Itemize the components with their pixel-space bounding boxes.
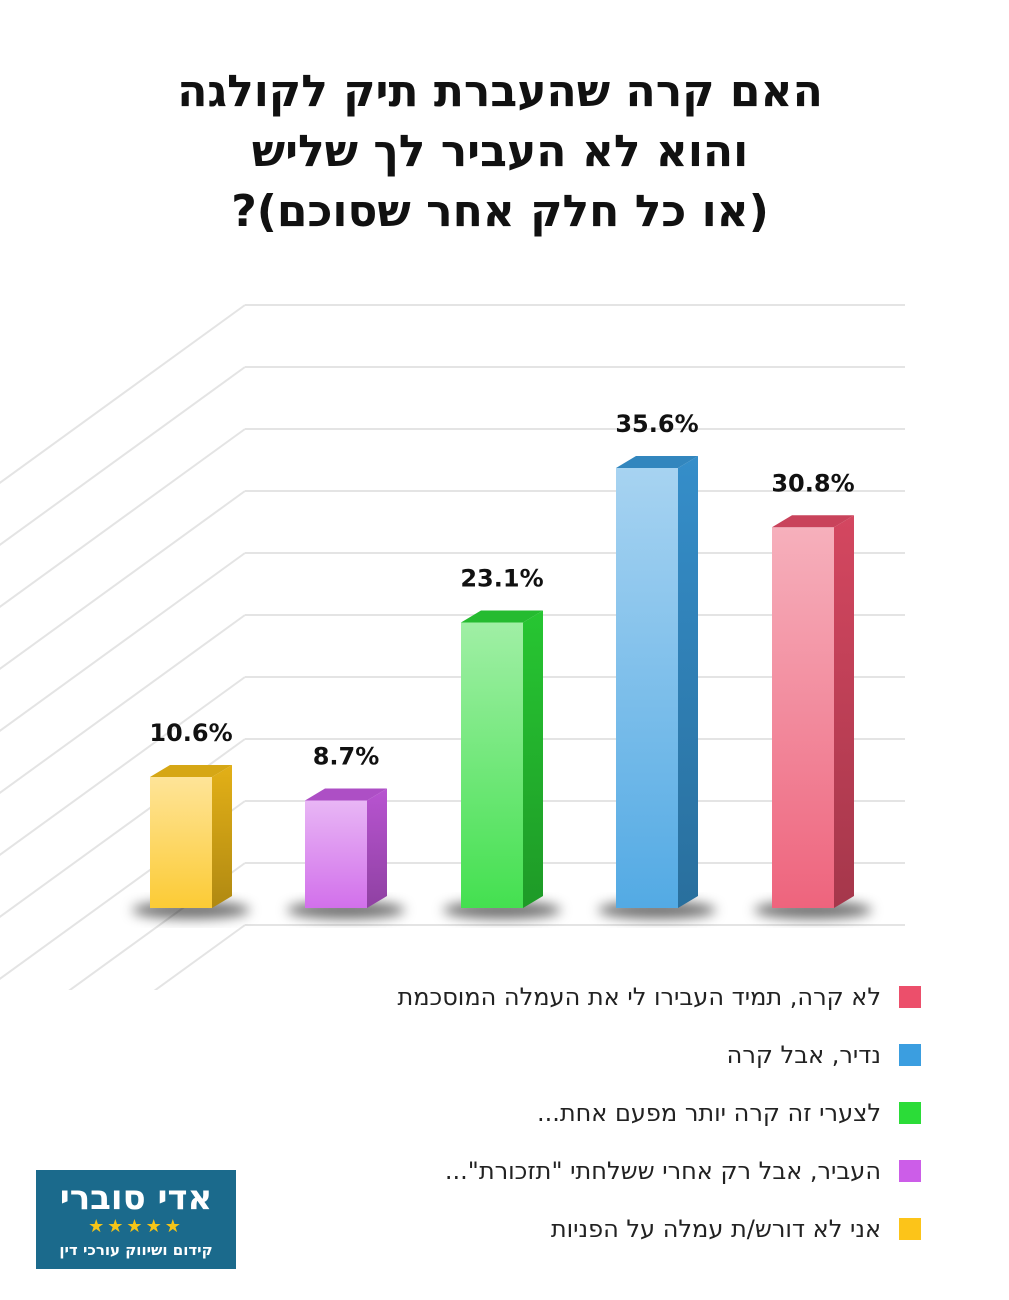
bar-top bbox=[772, 515, 854, 528]
bar-top bbox=[305, 788, 387, 801]
bar-front bbox=[616, 467, 678, 908]
legend-swatch bbox=[899, 1044, 921, 1066]
legend-item: לא קרה, תמיד העבירו לי את העמלה המוסכמת bbox=[321, 982, 921, 1012]
bar-top bbox=[616, 455, 698, 468]
chart-value-labels: 10.6% 8.7% 23.1% 35.6% 30.8% bbox=[149, 410, 854, 770]
title-line-2: והוא לא העביר לך שליש bbox=[251, 126, 749, 177]
logo-name: אדי סוברי bbox=[59, 1178, 213, 1218]
bar-front bbox=[461, 622, 523, 908]
legend-item: אני לא דורש/ת עמלה על הפניות bbox=[321, 1214, 921, 1244]
bar-chart: 10.6% 8.7% 23.1% 35.6% 30.8% bbox=[0, 304, 905, 990]
legend-label: לצערי זה קרה יותר מפעם אחת... bbox=[536, 1099, 881, 1127]
legend-label: לא קרה, תמיד העבירו לי את העמלה המוסכמת bbox=[397, 983, 881, 1011]
bar-front bbox=[772, 527, 834, 908]
bar-5 bbox=[754, 515, 872, 919]
grid-line bbox=[0, 490, 246, 670]
chart-title: האם קרה שהעברת תיק לקולגה והוא לא העביר … bbox=[60, 62, 940, 242]
grid-line bbox=[0, 614, 246, 794]
legend-item: לצערי זה קרה יותר מפעם אחת... bbox=[321, 1098, 921, 1128]
value-label: 23.1% bbox=[460, 564, 543, 592]
legend-swatch bbox=[899, 986, 921, 1008]
value-label: 8.7% bbox=[313, 742, 380, 770]
bar-side bbox=[212, 764, 232, 908]
value-label: 30.8% bbox=[771, 469, 854, 497]
chart-bars bbox=[132, 455, 872, 919]
legend-label: נדיר, אבל קרה bbox=[726, 1041, 881, 1069]
chart-grid bbox=[0, 304, 905, 990]
bar-4 bbox=[598, 455, 716, 919]
bar-side bbox=[523, 610, 543, 908]
legend-swatch bbox=[899, 1218, 921, 1240]
bar-top bbox=[461, 610, 543, 623]
star-rating-icon: ★★★★★ bbox=[88, 1216, 184, 1237]
bar-3 bbox=[443, 610, 561, 919]
grid-line bbox=[0, 428, 246, 608]
bar-1 bbox=[132, 764, 250, 919]
bar-side bbox=[367, 788, 387, 908]
bar-front bbox=[150, 776, 212, 908]
legend-swatch bbox=[899, 1102, 921, 1124]
grid-line bbox=[0, 366, 246, 546]
bar-top bbox=[150, 764, 232, 777]
grid-line bbox=[0, 552, 246, 732]
grid-line bbox=[153, 924, 246, 990]
legend-label: אני לא דורש/ת עמלה על הפניות bbox=[550, 1215, 881, 1243]
bar-side bbox=[834, 515, 854, 908]
bar-side bbox=[678, 455, 698, 908]
chart-legend: לא קרה, תמיד העבירו לי את העמלה המוסכמת … bbox=[321, 982, 921, 1272]
legend-item: העביר, אבל רק אחרי ששלחתי "תזכורת"... bbox=[321, 1156, 921, 1186]
logo-tagline: קידום ושיווק עורכי דין bbox=[59, 1241, 213, 1259]
grid-line bbox=[0, 304, 246, 484]
value-label: 10.6% bbox=[149, 719, 232, 747]
bar-2 bbox=[287, 788, 405, 919]
value-label: 35.6% bbox=[615, 410, 698, 438]
brand-logo: אדי סוברי ★★★★★ קידום ושיווק עורכי דין bbox=[36, 1170, 236, 1269]
title-line-1: האם קרה שהעברת תיק לקולגה bbox=[177, 66, 823, 117]
legend-swatch bbox=[899, 1160, 921, 1182]
legend-item: נדיר, אבל קרה bbox=[321, 1040, 921, 1070]
title-line-3: (או כל חלק אחר שסוכם)? bbox=[231, 186, 769, 237]
bar-front bbox=[305, 800, 367, 908]
legend-label: העביר, אבל רק אחרי ששלחתי "תזכורת"... bbox=[444, 1157, 881, 1185]
grid-line bbox=[0, 676, 246, 856]
